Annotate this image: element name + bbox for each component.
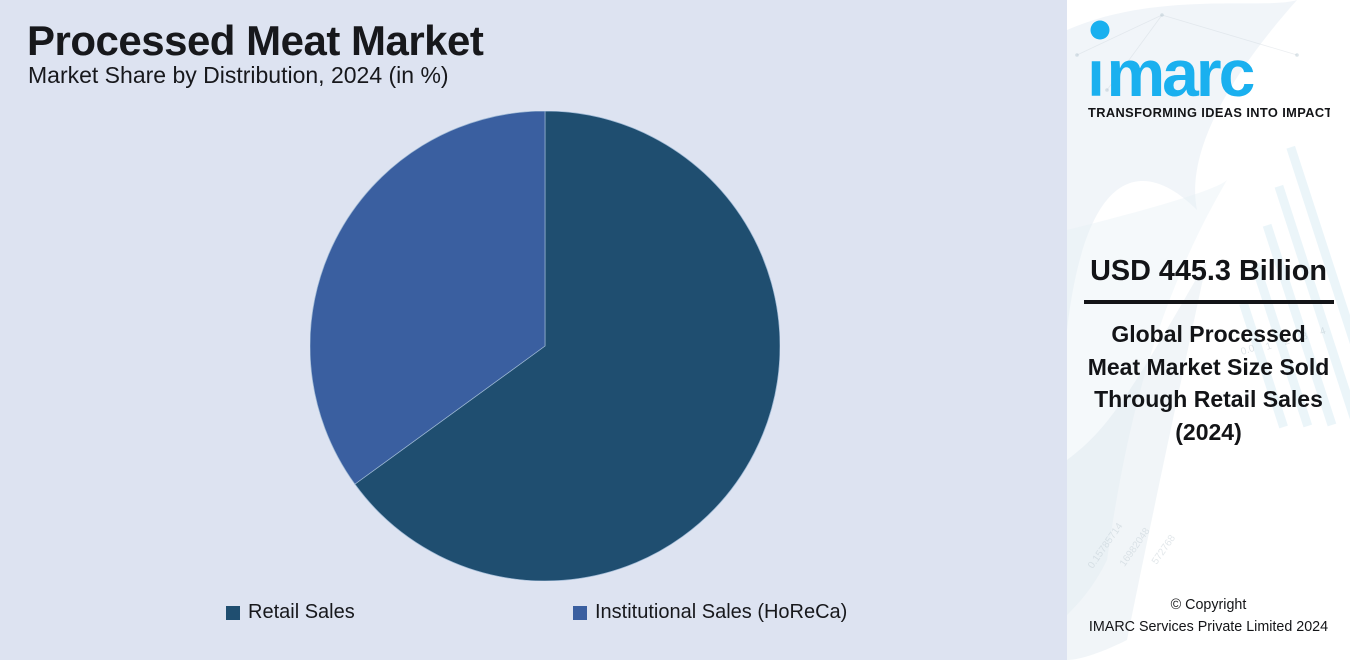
- svg-text:marc: marc: [1107, 36, 1254, 110]
- svg-text:572768: 572768: [1150, 533, 1178, 567]
- svg-text:TRANSFORMING IDEAS INTO IMPACT: TRANSFORMING IDEAS INTO IMPACT: [1088, 105, 1330, 120]
